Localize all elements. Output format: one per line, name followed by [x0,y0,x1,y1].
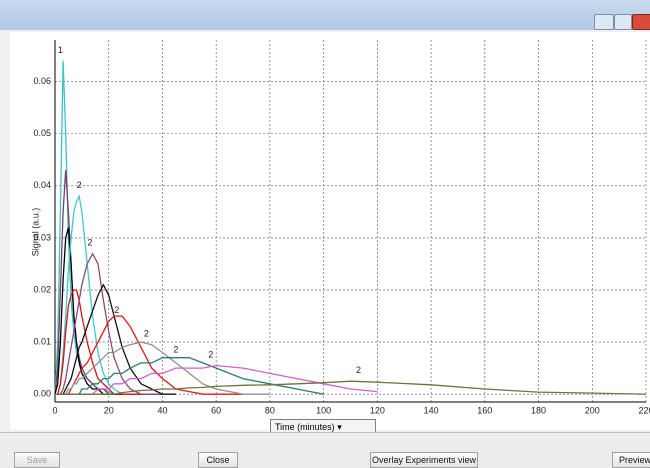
view-selector[interactable]: Overlay Experiments view ▾ [370,452,478,468]
x-axis-selector[interactable]: Time (minutes) ▾ [270,419,376,433]
annotation: 2 [114,305,119,315]
minimize-button[interactable] [594,14,614,30]
annotation: 2 [144,329,149,339]
annotation: 1 [58,45,63,55]
y-axis-label: Signal (a.u.) [30,208,40,257]
series-line [55,283,176,395]
save-button[interactable]: Save [14,452,60,468]
x-tick-label: 40 [157,405,167,415]
bottom-panel [0,432,650,468]
x-tick-label: 180 [531,405,546,415]
x-tick-label: 60 [211,405,221,415]
x-tick-label: 220 [638,405,650,415]
preview-button[interactable]: Preview [612,452,650,468]
close-button[interactable]: Close [198,452,238,468]
x-tick-label: 160 [477,405,492,415]
annotation: 2 [208,349,213,359]
x-tick-label: 120 [370,405,385,415]
chart: Signal (a.u.) 0.00 0.01 0.02 0.03 0.04 0.05 0.… [10,32,650,430]
x-tick-label: 200 [585,405,600,415]
x-tick-label: 100 [316,405,331,415]
maximize-button[interactable] [614,14,632,30]
annotation: 2 [173,344,178,354]
title-bar [0,0,650,30]
y-tick-label: 0.03 [33,232,51,242]
annotation: 2 [87,238,92,248]
x-axis-selector-text: Time (minutes) [275,422,335,432]
annotation: 2 [356,365,361,375]
y-tick-label: 0.06 [33,76,51,86]
x-tick-label: 140 [424,405,439,415]
annotation: 2 [77,180,82,190]
y-tick-label: 0.01 [33,336,51,346]
series-line [55,289,163,395]
y-tick-label: 0.02 [33,284,51,294]
series-line [55,315,243,395]
y-tick-label: 0.00 [33,389,51,399]
x-tick-label: 80 [265,405,275,415]
view-selector-text: Overlay Experiments view [371,455,477,465]
series-line [55,380,647,395]
y-tick-label: 0.04 [33,180,51,190]
x-tick-label: 0 [52,405,57,415]
close-window-button[interactable] [632,14,650,30]
x-tick-label: 20 [104,405,114,415]
series-line [55,252,163,395]
y-tick-label: 0.05 [33,128,51,138]
series-line [54,170,152,395]
